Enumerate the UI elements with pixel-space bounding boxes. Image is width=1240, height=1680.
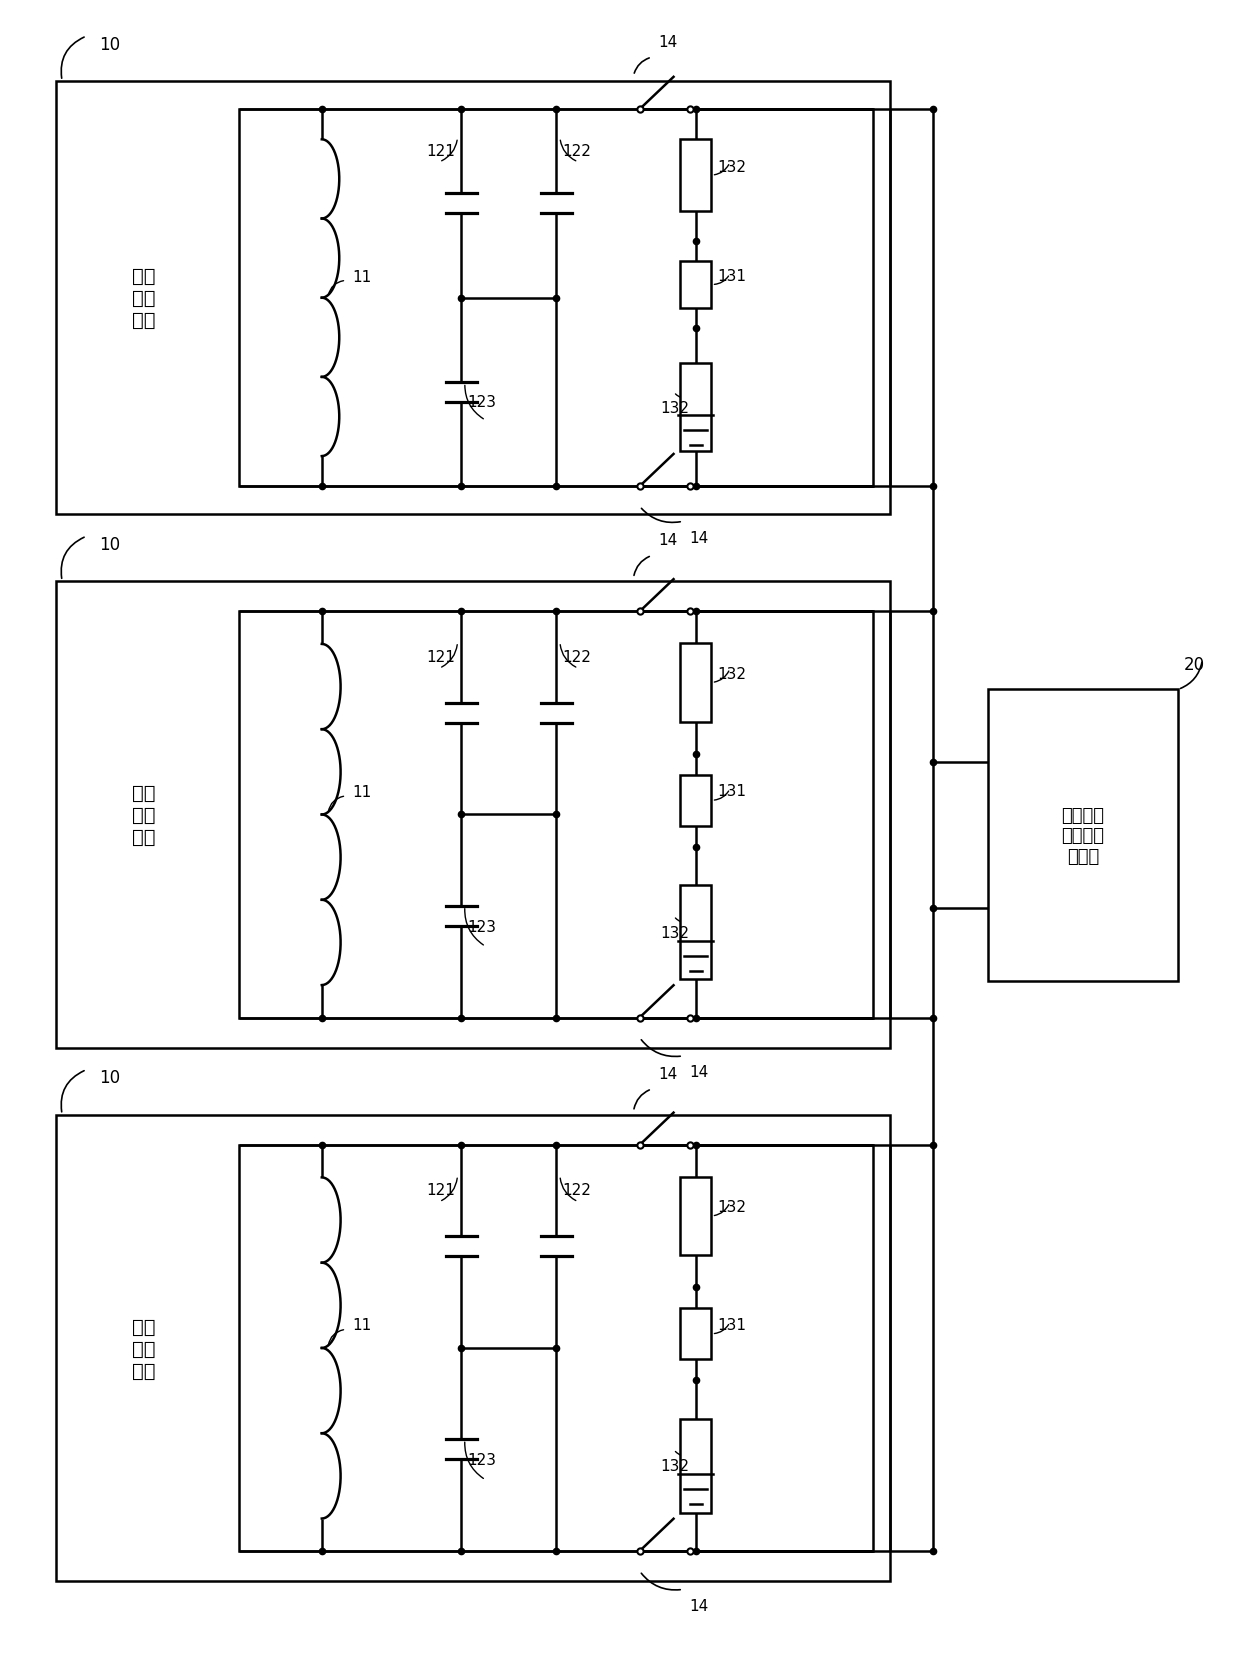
Text: 132: 132 bbox=[718, 1200, 746, 1215]
Text: 123: 123 bbox=[467, 1452, 496, 1467]
Bar bbox=[56, 82, 890, 516]
Bar bbox=[239, 612, 873, 1018]
Text: 131: 131 bbox=[718, 785, 746, 800]
Text: 121: 121 bbox=[427, 144, 455, 160]
Bar bbox=[681, 1178, 711, 1255]
Text: 10: 10 bbox=[99, 536, 120, 553]
Text: 14: 14 bbox=[658, 1065, 677, 1080]
Text: 132: 132 bbox=[661, 400, 689, 415]
Bar bbox=[681, 139, 711, 212]
Text: 123: 123 bbox=[467, 395, 496, 410]
Text: 123: 123 bbox=[467, 919, 496, 934]
Text: 121: 121 bbox=[427, 648, 455, 664]
Text: 天线
发射
模块: 天线 发射 模块 bbox=[133, 267, 156, 329]
Text: 122: 122 bbox=[563, 648, 591, 664]
Bar bbox=[56, 1116, 890, 1581]
Bar bbox=[681, 1420, 711, 1512]
Bar bbox=[988, 690, 1178, 981]
Text: 14: 14 bbox=[689, 1598, 708, 1613]
Bar bbox=[681, 1309, 711, 1359]
Text: 10: 10 bbox=[99, 1068, 120, 1087]
Bar bbox=[681, 643, 711, 722]
Bar bbox=[239, 1146, 873, 1551]
Text: 10: 10 bbox=[99, 35, 120, 54]
Bar bbox=[681, 885, 711, 979]
Text: 14: 14 bbox=[658, 533, 677, 548]
Text: 天线
发射
模块: 天线 发射 模块 bbox=[133, 1317, 156, 1379]
Text: 121: 121 bbox=[427, 1183, 455, 1198]
Text: 11: 11 bbox=[352, 785, 372, 800]
Text: 132: 132 bbox=[661, 926, 689, 941]
Bar bbox=[56, 581, 890, 1048]
Text: 三维核磁
共振成像
仪主体: 三维核磁 共振成像 仪主体 bbox=[1061, 806, 1105, 865]
Text: 122: 122 bbox=[563, 1183, 591, 1198]
Bar bbox=[681, 262, 711, 309]
Text: 132: 132 bbox=[718, 160, 746, 175]
Bar bbox=[681, 774, 711, 827]
Text: 132: 132 bbox=[718, 667, 746, 682]
Text: 14: 14 bbox=[689, 531, 708, 546]
Bar bbox=[239, 111, 873, 487]
Text: 131: 131 bbox=[718, 1317, 746, 1332]
Text: 14: 14 bbox=[658, 35, 677, 50]
Text: 131: 131 bbox=[718, 269, 746, 284]
Text: 14: 14 bbox=[689, 1065, 708, 1080]
Bar bbox=[681, 365, 711, 452]
Text: 20: 20 bbox=[1184, 655, 1205, 674]
Text: 天线
发射
模块: 天线 发射 模块 bbox=[133, 783, 156, 847]
Text: 132: 132 bbox=[661, 1458, 689, 1473]
Text: 11: 11 bbox=[352, 1317, 372, 1332]
Text: 122: 122 bbox=[563, 144, 591, 160]
Text: 11: 11 bbox=[352, 269, 372, 284]
